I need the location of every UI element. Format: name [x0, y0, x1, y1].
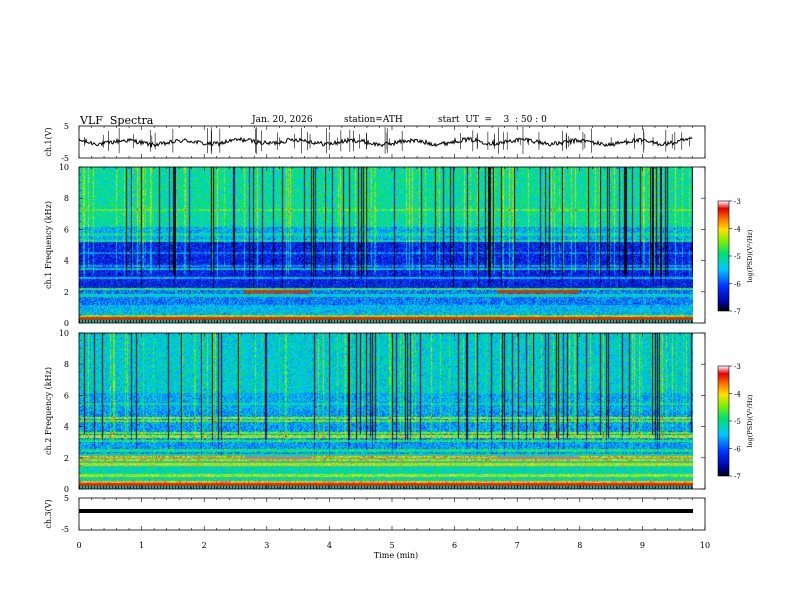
cbtick-label-cbt2--6: -6 [734, 446, 741, 454]
time-tick-label-1: 1 [139, 541, 144, 550]
ytick-label-yt1-8: 8 [64, 194, 69, 203]
ytick-label-yt2-0: 0 [64, 485, 69, 494]
colorbar-ch2-scale [717, 365, 730, 477]
ch2-spec-yticks: 0 2 4 6 8 10 [59, 329, 705, 494]
time-tick-label-6: 6 [452, 541, 457, 550]
ch1-spec-yticks: 0 2 4 6 8 10 [59, 163, 705, 328]
ch1-waveform-line [79, 136, 693, 148]
ch3-wave-ytick-5: 5 [64, 494, 69, 503]
cbtick-label-cbt2--3: -3 [734, 363, 741, 371]
cbtick-label-cbt1--4: -4 [734, 226, 741, 234]
ytick-label-yt1-0: 0 [64, 319, 69, 328]
ytick-label-yt2-10: 10 [59, 329, 69, 338]
time-tick-label-8: 8 [577, 541, 582, 550]
colorbar-ch1: -3 -4 -5 -6 -7 log(PSD)(V²/Hz) [717, 198, 754, 316]
cbtick-label-cbt1--7: -7 [734, 308, 741, 316]
ytick-label-yt2-6: 6 [64, 391, 69, 400]
ch3-wave-ytick-neg5: -5 [61, 525, 69, 534]
ch1-spec-ylabel: ch.1 Frequency (kHz) [44, 201, 53, 289]
ytick-label-yt2-8: 8 [64, 360, 69, 369]
ytick-label-yt1-10: 10 [59, 163, 69, 172]
ch1-waveform-spikes [84, 127, 690, 154]
ch2-spectrogram-panel: 0 2 4 6 8 10 ch.2 Frequency (kHz) [44, 329, 706, 494]
time-tick-label-7: 7 [515, 541, 520, 550]
ch1-spectrogram-canvas [79, 167, 693, 323]
ch3-waveform-panel: 5 -5 ch.3(V) [44, 494, 706, 534]
colorbar-ch2-ticks: -3 -4 -5 -6 -7 [729, 363, 741, 481]
ch2-spectrogram-canvas [79, 333, 693, 489]
station-label: station=ATH [344, 115, 403, 125]
figure-title: VLF Spectra [80, 114, 154, 127]
cbtick-label-cbt2--7: -7 [734, 473, 741, 481]
time-axis-ticks [78, 126, 706, 530]
ch1-wave-ylabel: ch.1(V) [44, 127, 53, 156]
time-tick-label-9: 9 [640, 541, 645, 550]
ch2-spec-ylabel: ch.2 Frequency (kHz) [44, 367, 53, 455]
ytick-label-yt1-2: 2 [64, 288, 69, 297]
time-axis-labels: 0 1 2 3 4 5 6 7 8 9 10 [76, 541, 710, 550]
time-tick-label-5: 5 [389, 541, 394, 550]
colorbar-ch1-ticks: -3 -4 -5 -6 -7 [729, 198, 741, 316]
ytick-label-yt1-6: 6 [64, 225, 69, 234]
cbtick-label-cbt1--6: -6 [734, 281, 741, 289]
ch1-waveform-panel: 5 -5 ch.1(V) [44, 122, 706, 163]
time-tick-label-4: 4 [327, 541, 332, 550]
ch3-waveform-line [79, 509, 693, 513]
time-tick-label-3: 3 [264, 541, 269, 550]
cbtick-label-cbt1--5: -5 [734, 253, 741, 261]
ytick-label-yt2-4: 4 [64, 423, 69, 432]
time-tick-label-2: 2 [202, 541, 207, 550]
cbtick-label-cbt2--4: -4 [734, 391, 741, 399]
ch1-wave-ytick-neg5: -5 [61, 154, 69, 163]
cbtick-label-cbt1--3: -3 [734, 198, 741, 206]
colorbar-ch2-label: log(PSD)(V²/Hz) [746, 394, 754, 447]
time-axis-label: Time (min) [374, 551, 418, 560]
colorbar-ch1-scale [717, 200, 730, 312]
date-label: Jan. 20, 2026 [252, 115, 313, 125]
colorbar-ch2: -3 -4 -5 -6 -7 log(PSD)(V²/Hz) [717, 363, 754, 481]
ch1-wave-ytick-5: 5 [64, 122, 69, 131]
cbtick-label-cbt2--5: -5 [734, 418, 741, 426]
colorbar-ch1-label: log(PSD)(V²/Hz) [746, 229, 754, 282]
ch1-spectrogram-panel: 0 2 4 6 8 10 ch.1 Frequency (kHz) [44, 163, 706, 328]
ch3-wave-ylabel: ch.3(V) [44, 499, 53, 528]
time-tick-label-10: 10 [700, 541, 710, 550]
start-time-label: start UT = 3 : 50 : 0 [438, 115, 547, 125]
ytick-label-yt1-4: 4 [64, 257, 69, 266]
ytick-label-yt2-2: 2 [64, 454, 69, 463]
time-tick-label-0: 0 [76, 541, 81, 550]
